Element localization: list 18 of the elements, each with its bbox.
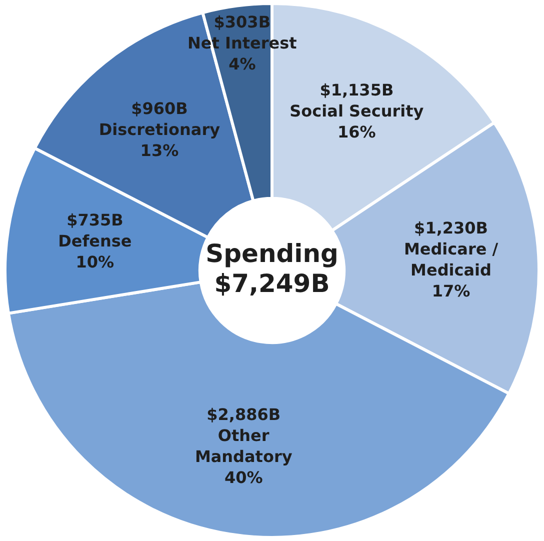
slice-label: Medicare / Medicaid [404,239,498,280]
data-label: $1,135B [320,80,394,100]
data-label: $303B [214,12,271,32]
data-label: $1,230B [414,218,488,238]
text: 17% [432,281,470,300]
data-label: $2,886B [206,405,281,424]
text: 16% [338,122,376,142]
slice-label: Defense [58,232,132,251]
text: Spending $7,249B [206,239,338,298]
text: 13% [140,141,179,160]
data-label: $735B [66,210,124,230]
text: 4% [228,54,256,74]
data-label: $960B [131,99,188,118]
slice-label: Discretionary [98,120,221,140]
slice-label: Social Security [290,102,424,121]
text: 40% [224,468,263,488]
text: 10% [76,252,114,272]
slice-label: Other Mandatory [194,426,293,466]
